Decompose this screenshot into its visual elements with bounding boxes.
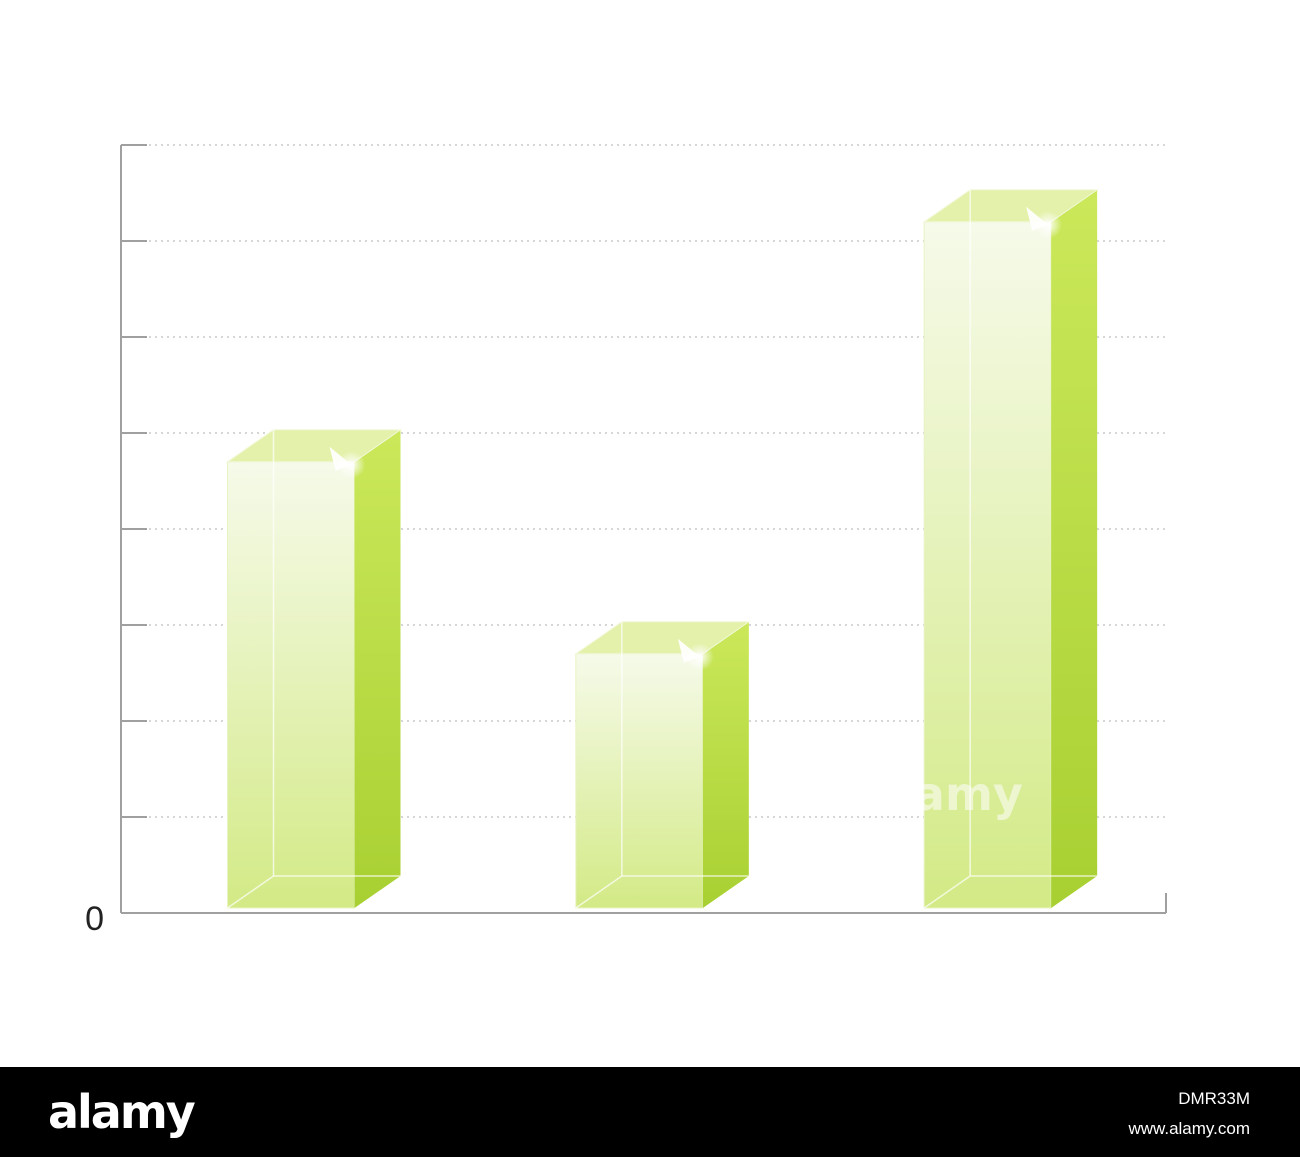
bars [225,189,1099,909]
image-id: DMR33M [1178,1089,1250,1108]
watermark-text: alamy [867,767,1023,821]
y-tick-label-zero: 0 [85,900,104,938]
sparkle-icon [329,442,374,483]
bar [574,621,751,909]
bar-side-face [1051,189,1098,909]
sparkle-icon [1026,202,1071,243]
bar [225,429,403,909]
bar-glass-edge [923,875,971,909]
bar-front-face [575,653,704,909]
alamy-logo: alamy [48,1085,196,1139]
sparkle-icon [677,634,722,675]
axes [120,144,1167,914]
bar-front-face [923,221,1052,909]
bar-side-face [354,429,401,908]
bar-glass-edge [227,875,274,909]
bar-front-face [227,461,355,909]
bar-chart: 0 alamy [85,144,1167,938]
watermark-footer-bar: alamy DMR33M www.alamy.com [0,1067,1300,1157]
bar-side-face [702,621,749,908]
bar [922,189,1099,909]
source-url: www.alamy.com [1128,1119,1250,1138]
bar-glass-edge [575,875,623,909]
